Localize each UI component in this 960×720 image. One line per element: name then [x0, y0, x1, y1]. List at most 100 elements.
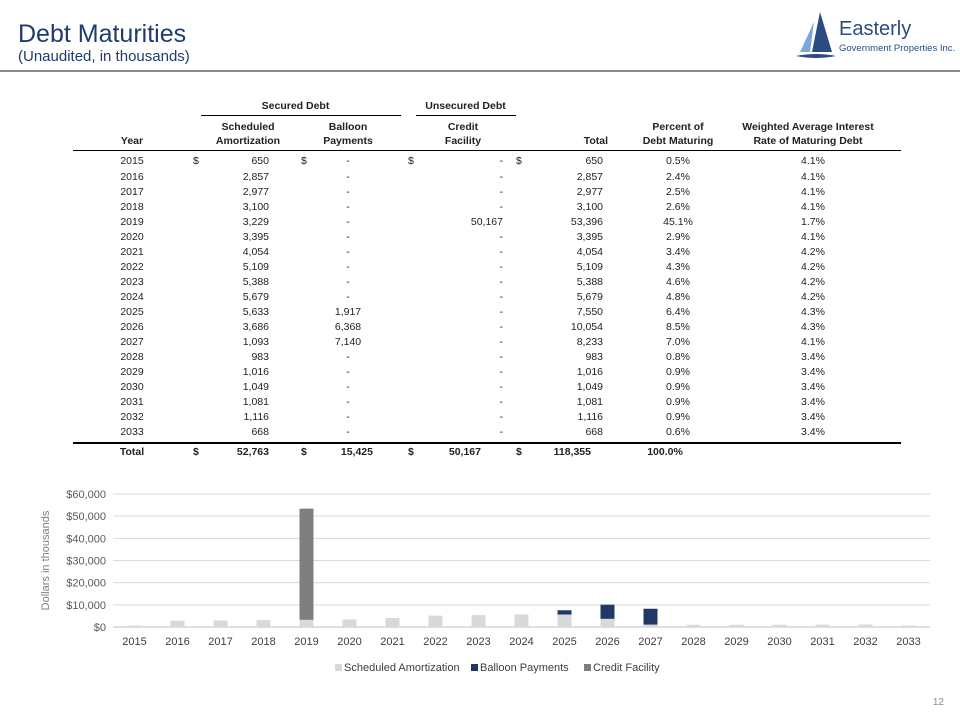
x-tick-label: 2027 [638, 636, 662, 648]
credit-facility-cell: 50,167 [470, 216, 503, 228]
year-cell: 2032 [120, 411, 144, 423]
percent-cell: 2.4% [666, 171, 690, 183]
table-row: 2030 1,049 - - 1,049 0.9% 3.4% [73, 380, 901, 395]
y-tick-label: $50,000 [66, 511, 106, 523]
balloon-payments-cell: - [346, 261, 350, 273]
credit-facility-cell: - [499, 411, 504, 423]
percent-cell: 8.5% [666, 321, 690, 333]
year-cell: 2017 [120, 186, 144, 198]
scheduled-amortization-cell: 1,049 [242, 381, 269, 393]
x-tick-label: 2033 [896, 636, 920, 648]
percent-cell: 3.4% [666, 246, 690, 258]
scheduled-amortization-cell: 5,679 [242, 291, 269, 303]
scheduled-amortization-cell: 5,633 [242, 306, 269, 318]
balloon-payments-cell: 7,140 [334, 336, 362, 348]
total-cell: 2,977 [576, 186, 603, 198]
y-tick-label: $10,000 [66, 600, 106, 612]
col-header-scheduled-amortization: Scheduled Amortization [215, 121, 281, 147]
credit-facility-cell: - [499, 321, 504, 333]
percent-cell: 0.8% [666, 351, 690, 363]
year-cell: 2019 [120, 216, 144, 228]
year-cell: 2028 [120, 351, 144, 363]
table-row: 2015 650 - - 650 0.5% 4.1% $ $ $ $ [73, 152, 901, 170]
currency-symbol: $ [193, 155, 199, 167]
table-row: 2020 3,395 - - 3,395 2.9% 4.1% [73, 230, 901, 245]
rate-cell: 4.3% [801, 306, 825, 318]
currency-symbol: $ [516, 446, 522, 458]
y-axis-label: Dollars in thousands [40, 510, 52, 610]
year-cell: 2027 [120, 336, 144, 348]
total-cell: 53,396 [570, 216, 603, 228]
bar-scheduled-amortization [901, 625, 916, 627]
y-tick-label: $20,000 [66, 578, 106, 590]
balloon-payments-cell: - [346, 276, 350, 288]
bar-scheduled-amortization [428, 615, 443, 627]
table-row: 2023 5,388 - - 5,388 4.6% 4.2% [73, 275, 901, 290]
x-tick-label: 2025 [552, 636, 576, 648]
currency-symbol: $ [516, 155, 522, 167]
legend-swatch [335, 664, 342, 671]
table-row: 2027 1,093 7,140 - 8,233 7.0% 4.1% [73, 335, 901, 350]
percent-cell: 0.6% [666, 426, 690, 438]
table-row: 2026 3,686 6,368 - 10,054 8.5% 4.3% [73, 320, 901, 335]
legend-label: Balloon Payments [480, 662, 569, 674]
year-cell: 2026 [120, 321, 144, 333]
total-cell: 4,054 [576, 246, 603, 258]
credit-facility-cell: - [499, 381, 504, 393]
year-cell: 2023 [120, 276, 144, 288]
rate-cell: 4.3% [801, 321, 825, 333]
balloon-payments-cell: - [346, 396, 350, 408]
credit-facility-cell: - [499, 351, 504, 363]
percent-cell: 4.6% [666, 276, 690, 288]
rate-cell: 3.4% [801, 396, 825, 408]
currency-symbol: $ [301, 155, 307, 167]
percent-cell: 2.5% [666, 186, 690, 198]
percent-cell: 4.3% [666, 261, 690, 273]
currency-symbol: $ [301, 446, 307, 458]
y-tick-label: $0 [94, 622, 106, 634]
bar-scheduled-amortization [858, 624, 873, 627]
total-cell: 10,054 [570, 321, 603, 333]
scheduled-amortization-cell: 3,100 [242, 201, 269, 213]
table-row: 2017 2,977 - - 2,977 2.5% 4.1% [73, 185, 901, 200]
year-cell: 2018 [120, 201, 144, 213]
scheduled-amortization-cell: 2,977 [242, 186, 269, 198]
x-tick-label: 2017 [208, 636, 232, 648]
total-label: Total [119, 446, 145, 458]
col-header-total: Total [583, 135, 608, 147]
x-tick-label: 2032 [853, 636, 877, 648]
scheduled-amortization-cell: 1,016 [242, 366, 269, 378]
balloon-payments-cell: - [346, 291, 350, 303]
total-cell: 983 [585, 351, 603, 363]
debt-maturities-chart: $0 $10,000 $20,000 $30,000 $40,000 $50,000 $60… [40, 489, 930, 674]
rate-cell: 3.4% [801, 411, 825, 423]
bar-scheduled-amortization [772, 624, 787, 627]
company-logo: Easterly Government Properties Inc. [792, 8, 955, 64]
scheduled-amortization-cell: 1,116 [243, 411, 270, 423]
x-tick-label: 2022 [423, 636, 447, 648]
total-scheduled-amortization: 52,763 [236, 446, 269, 458]
rate-cell: 4.1% [801, 155, 825, 167]
rate-cell: 1.7% [801, 216, 825, 228]
total-cell: 5,109 [576, 261, 603, 273]
credit-facility-cell: - [499, 186, 504, 198]
total-cell: 5,388 [576, 276, 603, 288]
bar-scheduled-amortization [299, 619, 314, 627]
year-cell: 2033 [120, 426, 144, 438]
table-row: 2032 1,116 - - 1,116 0.9% 3.4% [73, 410, 901, 425]
year-cell: 2020 [120, 231, 144, 243]
year-cell: 2016 [120, 171, 144, 183]
bar-scheduled-amortization [213, 620, 228, 627]
currency-symbol: $ [193, 446, 199, 458]
scheduled-amortization-cell: 1,093 [242, 336, 269, 348]
col-header-balloon-payments: Balloon Payments [323, 121, 373, 147]
scheduled-amortization-cell: 3,686 [242, 321, 269, 333]
table-row: 2025 5,633 1,917 - 7,550 6.4% 4.3% [73, 305, 901, 320]
percent-cell: 6.4% [666, 306, 690, 318]
x-tick-label: 2026 [595, 636, 619, 648]
sailboat-icon [796, 12, 836, 58]
total-cell: 668 [585, 426, 603, 438]
balloon-payments-cell: - [346, 186, 350, 198]
percent-cell: 0.9% [666, 366, 690, 378]
total-cell: 1,081 [576, 396, 603, 408]
